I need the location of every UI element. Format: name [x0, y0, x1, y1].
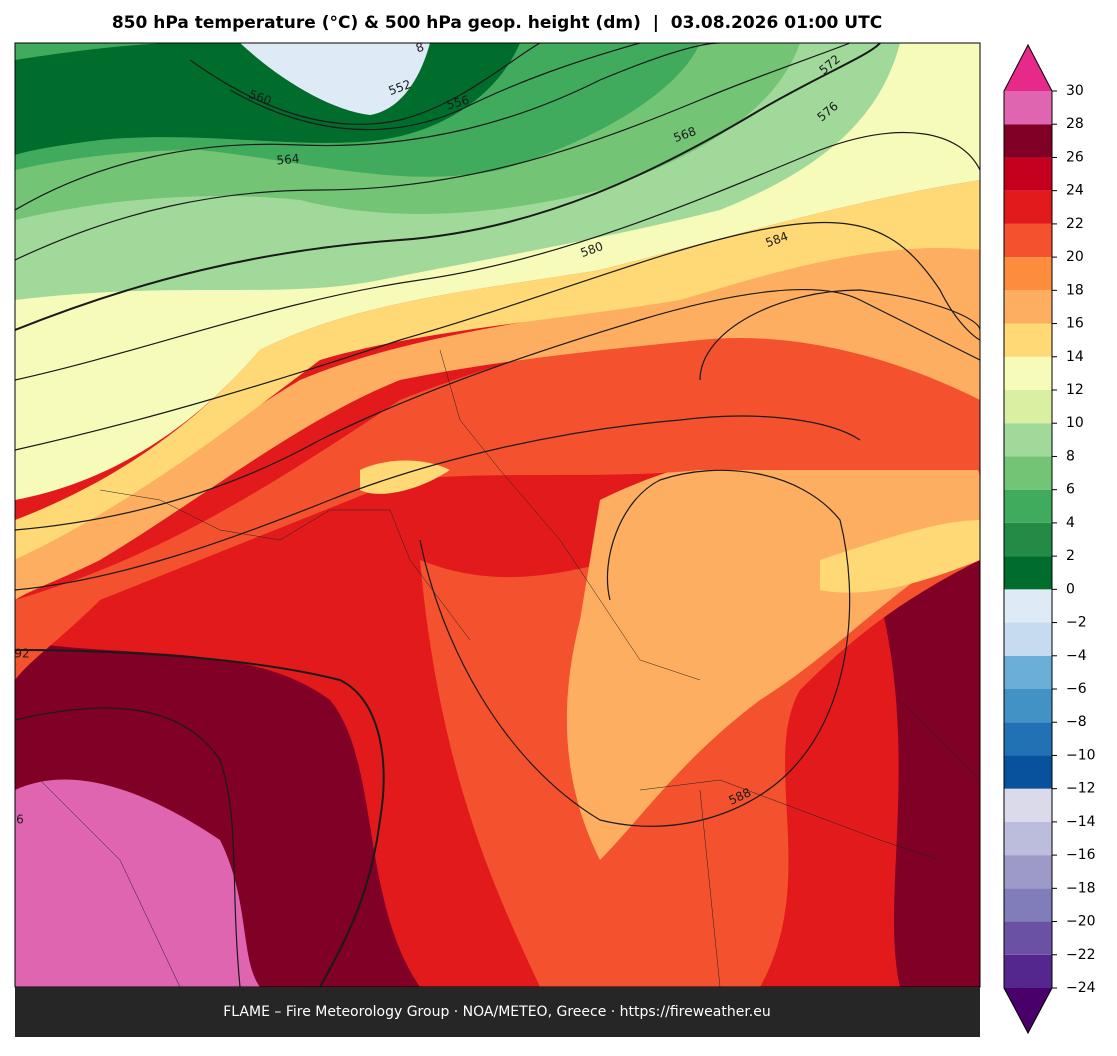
contour-label: 8 [414, 40, 426, 56]
footer-bar [15, 987, 980, 1037]
colorbar-bin [1004, 390, 1052, 424]
colorbar-under [1004, 988, 1052, 1033]
colorbar-tick-label: 14 [1066, 349, 1084, 365]
colorbar-bin [1004, 522, 1052, 557]
colorbar-tick-label: 10 [1066, 415, 1084, 431]
colorbar-tick-label: 26 [1066, 149, 1084, 165]
colorbar-bin [1004, 589, 1052, 623]
colorbar-tick-label: −22 [1066, 947, 1096, 963]
colorbar-bin [1004, 954, 1052, 988]
colorbar-bin [1004, 124, 1052, 158]
colorbar-bin [1004, 423, 1052, 457]
colorbar-bin [1004, 223, 1052, 258]
contour-label: 556 [445, 93, 471, 112]
colorbar-bin [1004, 755, 1052, 789]
colorbar-over [1004, 45, 1052, 91]
colorbar-tick-label: −2 [1066, 615, 1087, 631]
colorbar-bin [1004, 655, 1052, 689]
colorbar-tick-label: 12 [1066, 382, 1084, 398]
colorbar-tick-label: 2 [1066, 548, 1075, 564]
colorbar-tick-label: −8 [1066, 714, 1087, 730]
colorbar-tick-label: −12 [1066, 781, 1096, 797]
colorbar-tick-label: −4 [1066, 648, 1087, 664]
colorbar-bin [1004, 855, 1052, 889]
colorbar-bin [1004, 157, 1052, 191]
colorbar-bin [1004, 689, 1052, 723]
colorbar-tick-label: −18 [1066, 880, 1096, 896]
colorbar-bin [1004, 323, 1052, 357]
colorbar-tick-label: 0 [1066, 581, 1075, 597]
contour-label: 92 [14, 647, 29, 661]
colorbar-tick-label: −14 [1066, 814, 1096, 830]
colorbar-bin [1004, 788, 1052, 822]
colorbar-tick-label: 8 [1066, 448, 1075, 464]
map-title: 850 hPa temperature (°C) & 500 hPa geop.… [112, 13, 882, 33]
colorbar-tick-label: −6 [1066, 681, 1087, 697]
colorbar-tick-label: −10 [1066, 747, 1096, 763]
colorbar-bin [1004, 91, 1052, 125]
colorbar-tick-label: 18 [1066, 282, 1084, 298]
colorbar-bin [1004, 456, 1052, 490]
colorbar-bin [1004, 356, 1052, 390]
colorbar-bin [1004, 257, 1052, 291]
colorbar-tick-label: −20 [1066, 914, 1096, 930]
colorbar-bin [1004, 821, 1052, 856]
colorbar-bin [1004, 489, 1052, 523]
colorbar-tick-label: 28 [1066, 116, 1084, 132]
colorbar-tick-label: 16 [1066, 316, 1084, 332]
colorbar-bin [1004, 888, 1052, 922]
colorbar-bin [1004, 921, 1052, 955]
colorbar-tick-label: −16 [1066, 847, 1096, 863]
colorbar-tick-label: 6 [1066, 482, 1075, 498]
colorbar-tick-label: 4 [1066, 515, 1075, 531]
colorbar-tick-label: −24 [1066, 980, 1096, 996]
colorbar-bin [1004, 722, 1052, 756]
colorbar-bin [1004, 556, 1052, 590]
colorbar: −24−22−20−18−16−14−12−10−8−6−4−202468101… [1003, 43, 1096, 1035]
colorbar-bin [1004, 190, 1052, 224]
colorbar-tick-label: 20 [1066, 249, 1084, 265]
footer-text: FLAME – Fire Meteorology Group · NOA/MET… [223, 1004, 771, 1020]
colorbar-bin [1004, 622, 1052, 656]
colorbar-tick-label: 22 [1066, 216, 1084, 232]
colorbar-bin [1004, 290, 1052, 324]
contour-label: 564 [276, 152, 300, 168]
map-field [15, 43, 980, 987]
colorbar-tick-label: 24 [1066, 183, 1084, 199]
colorbar-tick-label: 30 [1066, 83, 1084, 99]
contour-label: 6 [16, 813, 24, 827]
